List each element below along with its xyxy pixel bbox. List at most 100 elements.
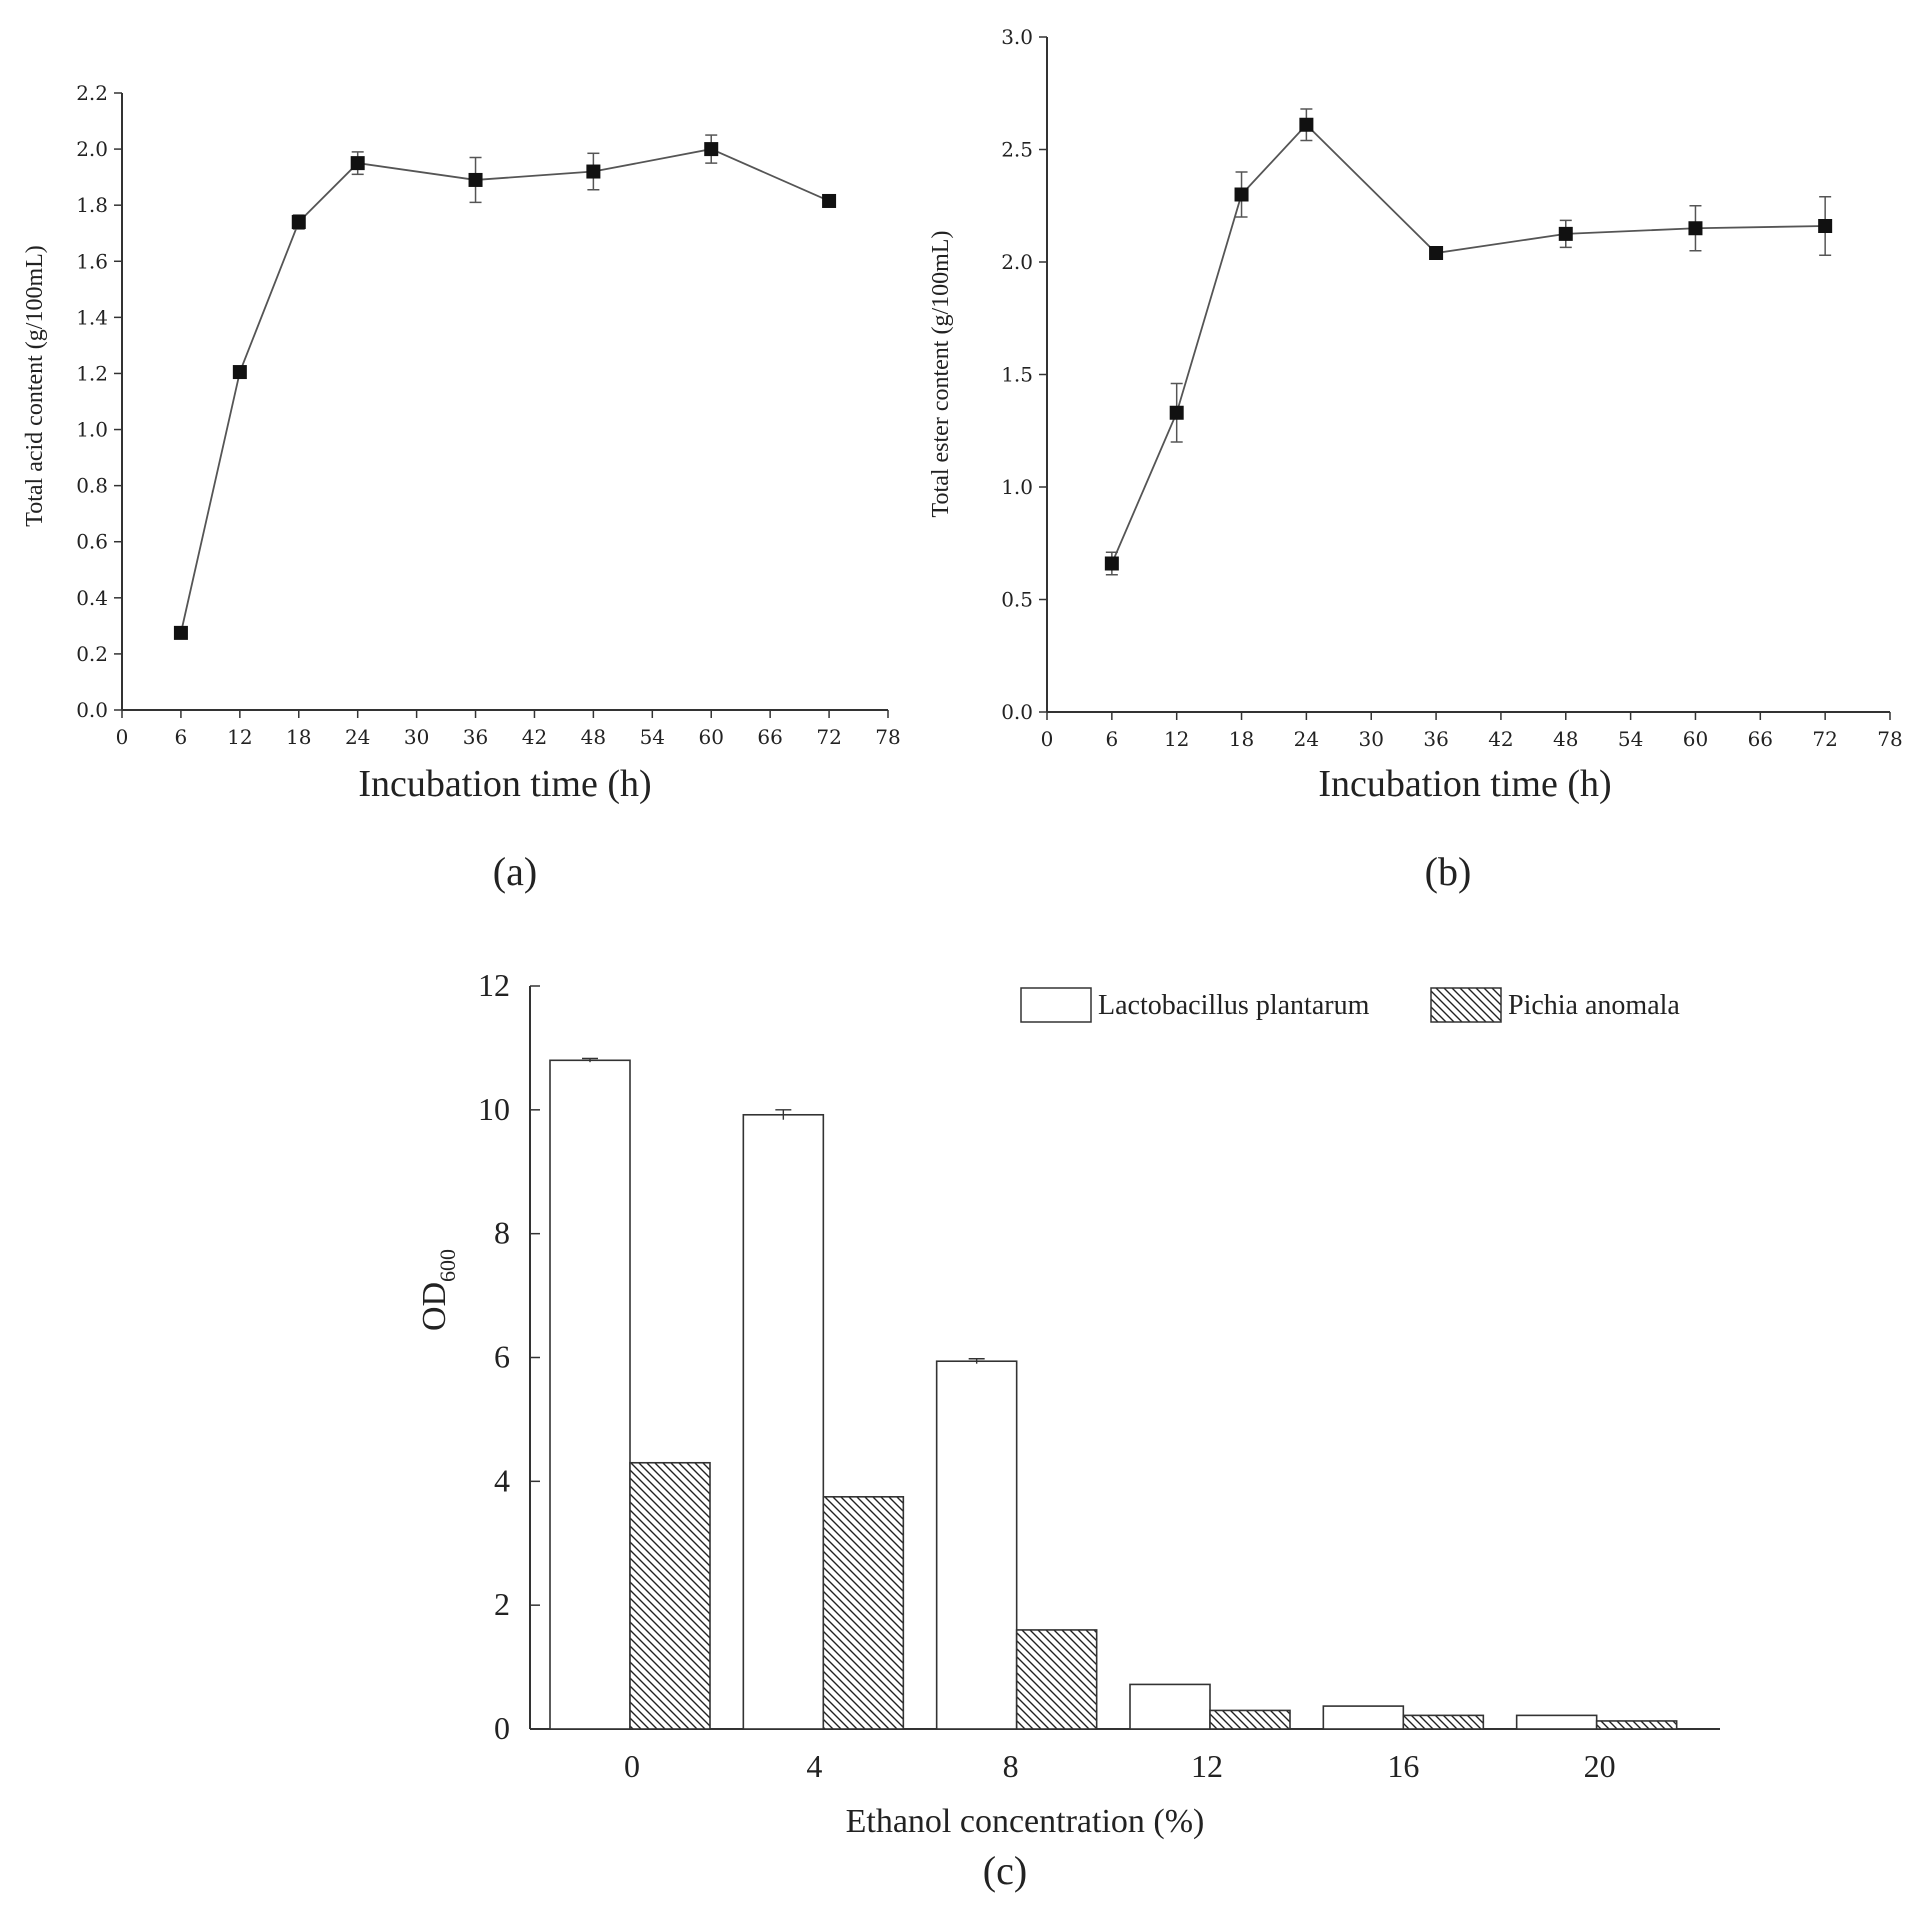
chart-a-xtick-label: 30 <box>404 725 429 749</box>
chart-c-ytick-label: 10 <box>478 1091 510 1127</box>
chart-a-xtick-label: 6 <box>175 725 188 749</box>
chart-b-ylabel: Total ester content (g/100mL) <box>928 231 954 518</box>
bar-pichia-anomala <box>822 1496 905 1730</box>
chart-c: OD600 Ethanol concentration (%) (c) Lact… <box>416 967 1720 1893</box>
chart-b-xtick-label: 18 <box>1229 727 1254 751</box>
chart-c-ytick-label: 6 <box>494 1339 510 1375</box>
chart-a-data-point <box>586 164 601 179</box>
chart-a-xtick-label: 0 <box>116 725 129 749</box>
chart-c-ylabel: OD600 <box>416 1249 460 1331</box>
chart-b-xtick-label: 12 <box>1164 727 1189 751</box>
chart-b-data-point <box>1169 405 1184 420</box>
chart-b-ytick-label: 0.5 <box>1001 588 1033 612</box>
chart-c-category-label: 16 <box>1387 1748 1419 1784</box>
chart-a-data-point <box>822 193 837 208</box>
bar-pichia-anomala <box>629 1461 711 1730</box>
chart-b-ytick-label: 1.5 <box>1001 363 1033 387</box>
chart-a-ytick-label: 0.4 <box>76 586 108 610</box>
chart-a-xtick-label: 24 <box>345 725 370 749</box>
chart-b-data-point <box>1558 226 1573 241</box>
chart-a-ytick-label: 1.4 <box>76 305 108 329</box>
chart-a-xlabel: Incubation time (h) <box>358 763 651 805</box>
bar-lactobacillus-plantarum <box>1129 1683 1211 1730</box>
chart-c-category-label: 8 <box>1003 1748 1019 1784</box>
chart-a-xtick-label: 72 <box>816 725 841 749</box>
chart-b-xtick-label: 6 <box>1105 727 1118 751</box>
chart-a-data-point <box>291 215 306 230</box>
chart-b-xtick-label: 24 <box>1294 727 1319 751</box>
chart-c-ylabel-main: OD <box>416 1282 453 1331</box>
chart-c-ytick-label: 4 <box>494 1462 510 1498</box>
chart-a-xtick-label: 66 <box>757 725 782 749</box>
chart-a-ytick-label: 1.6 <box>76 249 108 273</box>
bar-lactobacillus-plantarum <box>935 1360 1018 1730</box>
chart-a-ytick-label: 1.0 <box>76 418 108 442</box>
chart-a-xtick-label: 36 <box>463 725 488 749</box>
chart-c-ylabel-sub: 600 <box>435 1249 460 1282</box>
chart-a-ytick-label: 1.8 <box>76 193 108 217</box>
chart-b-panel-label: (b) <box>1425 849 1472 894</box>
bar-pichia-anomala <box>1402 1714 1485 1730</box>
legend-label-lactobacillus: Lactobacillus plantarum <box>1098 990 1370 1021</box>
chart-a-data-point <box>232 365 247 380</box>
chart-a-ytick-label: 2.0 <box>76 137 108 161</box>
chart-b-data-point <box>1818 219 1833 233</box>
chart-b-xtick-label: 42 <box>1488 727 1513 751</box>
chart-a-ytick-label: 0.0 <box>76 698 108 722</box>
bar-lactobacillus-plantarum <box>1515 1714 1598 1730</box>
chart-b-data-point <box>1234 187 1249 202</box>
bar-lactobacillus-plantarum <box>1322 1705 1405 1730</box>
chart-b-xtick-label: 30 <box>1359 727 1384 751</box>
chart-b-ytick-label: 0.0 <box>1001 700 1033 724</box>
chart-a-xtick-label: 18 <box>286 725 311 749</box>
chart-c-category-label: 20 <box>1584 1748 1616 1784</box>
chart-a-ytick-label: 0.2 <box>76 642 108 666</box>
chart-a-series-line <box>180 148 830 634</box>
chart-c-ytick-label: 2 <box>494 1586 510 1622</box>
bar-lactobacillus-plantarum <box>549 1059 631 1730</box>
chart-b-xtick-label: 66 <box>1748 727 1773 751</box>
chart-c-panel-label: (c) <box>983 1848 1027 1893</box>
chart-b-xtick-label: 78 <box>1877 727 1902 751</box>
chart-b-series-line <box>1111 123 1826 564</box>
chart-a-panel-label: (a) <box>493 849 537 894</box>
chart-b-xlabel: Incubation time (h) <box>1318 763 1611 805</box>
chart-b-xtick-label: 0 <box>1041 727 1054 751</box>
legend-swatch-lactobacillus <box>1020 987 1092 1023</box>
chart-b: Total ester content (g/100mL) Incubation… <box>928 25 1903 894</box>
bar-pichia-anomala <box>1595 1720 1678 1730</box>
chart-b-data-point <box>1429 246 1444 260</box>
chart-c-category-label: 0 <box>624 1748 640 1784</box>
chart-b-xtick-label: 48 <box>1553 727 1578 751</box>
chart-b-ytick-label: 2.5 <box>1001 138 1033 162</box>
chart-b-xtick-label: 36 <box>1423 727 1448 751</box>
chart-a-xtick-label: 48 <box>581 725 606 749</box>
legend-swatch-pichia <box>1430 987 1502 1023</box>
chart-b-xtick-label: 60 <box>1683 727 1708 751</box>
chart-c-category-label: 4 <box>806 1748 822 1784</box>
chart-c-ytick-label: 12 <box>478 967 510 1003</box>
chart-b-data-point <box>1688 221 1703 236</box>
chart-c-ytick-label: 8 <box>494 1215 510 1251</box>
chart-b-xtick-label: 54 <box>1618 727 1643 751</box>
bar-lactobacillus-plantarum <box>742 1113 825 1730</box>
chart-c-legend: Lactobacillus plantarum Pichia anomala <box>1020 987 1680 1023</box>
bar-pichia-anomala <box>1209 1709 1291 1730</box>
chart-a-xtick-label: 78 <box>875 725 900 749</box>
legend-label-pichia: Pichia anomala <box>1508 990 1680 1021</box>
bar-pichia-anomala <box>1015 1629 1098 1730</box>
chart-a-data-point <box>350 156 365 171</box>
chart-a-data-point <box>704 142 719 157</box>
chart-c-ytick-label: 0 <box>494 1710 510 1746</box>
chart-a-xtick-label: 60 <box>699 725 724 749</box>
chart-a-xtick-label: 54 <box>640 725 665 749</box>
chart-a-ytick-label: 2.2 <box>76 81 108 105</box>
chart-b-ytick-label: 3.0 <box>1001 25 1033 49</box>
chart-b-data-point <box>1104 556 1119 571</box>
chart-a-data-point <box>468 172 483 187</box>
chart-c-category-label: 12 <box>1191 1748 1223 1784</box>
chart-a-ytick-label: 1.2 <box>76 361 108 385</box>
chart-a-data-point <box>173 625 188 640</box>
chart-a-ytick-label: 0.8 <box>76 474 108 498</box>
chart-b-xtick-label: 72 <box>1812 727 1837 751</box>
